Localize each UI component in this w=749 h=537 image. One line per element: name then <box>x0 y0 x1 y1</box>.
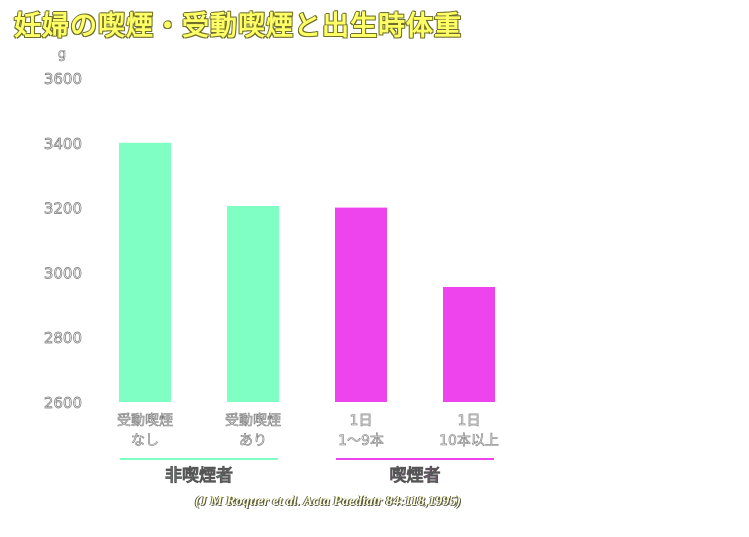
group-label-smoker: 喫煙者 <box>390 465 441 486</box>
category-label: 10本以上 <box>439 433 499 449</box>
category-label: 受動喫煙 <box>117 413 173 429</box>
y-tick-label: 3600 <box>44 70 82 88</box>
category-label: 受動喫煙 <box>225 413 281 429</box>
y-tick-label: 2800 <box>44 329 82 347</box>
group-label-nonsmoker: 非喫煙者 <box>165 465 233 486</box>
y-tick-label: 2600 <box>44 394 82 412</box>
bar-1 <box>119 142 171 403</box>
chart-title: 妊婦の喫煙・受動喫煙と出生時体重 <box>14 11 462 42</box>
citation: (J M Roquer et al. Acta Paediatr 84:118,… <box>195 494 461 509</box>
y-axis-unit-label: g <box>58 47 66 62</box>
category-label: 1日 <box>458 413 481 429</box>
bar-3 <box>335 207 387 402</box>
bar-2 <box>227 205 279 402</box>
y-tick-label: 3200 <box>44 200 82 218</box>
category-label: なし <box>131 433 159 449</box>
category-label: 1～9本 <box>338 433 384 449</box>
category-label: 1日 <box>350 413 373 429</box>
y-tick-label: 3400 <box>44 135 82 153</box>
y-tick-label: 3000 <box>44 264 82 282</box>
bar-4 <box>443 286 495 402</box>
category-label: あり <box>239 433 267 449</box>
